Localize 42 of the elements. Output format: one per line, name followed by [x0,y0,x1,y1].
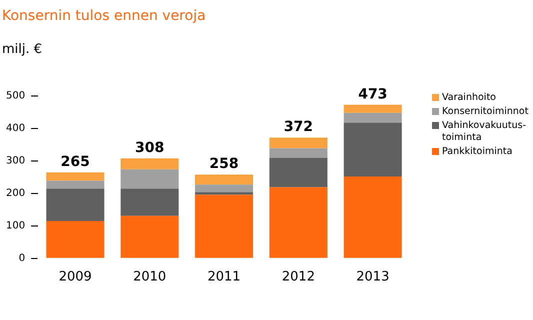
bar [120,216,179,258]
y-tick-label: 400 [6,123,26,134]
bar [344,104,402,113]
legend-label: Pankkitoiminta [442,146,514,158]
x-tick-label: 2012 [282,270,315,285]
x-tick-label: 2009 [58,270,92,285]
legend-label: Vahinkovakuutus-toiminta [442,120,528,144]
bar [269,187,328,258]
y-tick-label: 500 [6,90,26,102]
bar [344,122,402,177]
bar [46,188,104,222]
bar [269,148,328,158]
y-tick-label: 200 [6,188,26,200]
y-tick-label: 300 [6,156,26,167]
bar [46,180,104,189]
chart-subtitle: milj. € [2,42,42,57]
x-tick-label: 2010 [133,270,166,285]
bar [46,221,104,258]
total-label: 372 [284,119,314,136]
bar [269,158,328,188]
total-label: 308 [135,140,164,156]
x-tick-label: 2011 [207,270,241,285]
total-label: 473 [358,86,388,102]
y-tick-label: 100 [6,220,26,232]
bar [46,172,104,181]
bar [195,184,254,192]
legend-label: Konsernitoiminnot [442,106,530,118]
bar [344,176,402,258]
total-label: 258 [209,156,239,172]
bar [120,188,179,216]
y-tick-label: 0 [18,252,26,264]
bar [120,158,179,170]
total-label: 265 [60,154,90,170]
bar [195,174,254,185]
bar [344,112,402,123]
bar [195,194,254,258]
bar [195,192,254,195]
chart-title: Konsernin tulos ennen veroja [2,8,206,24]
bar [269,138,328,148]
legend-label: Varainhoito [442,92,497,104]
bar [120,169,179,189]
x-tick-label: 2013 [356,270,390,285]
